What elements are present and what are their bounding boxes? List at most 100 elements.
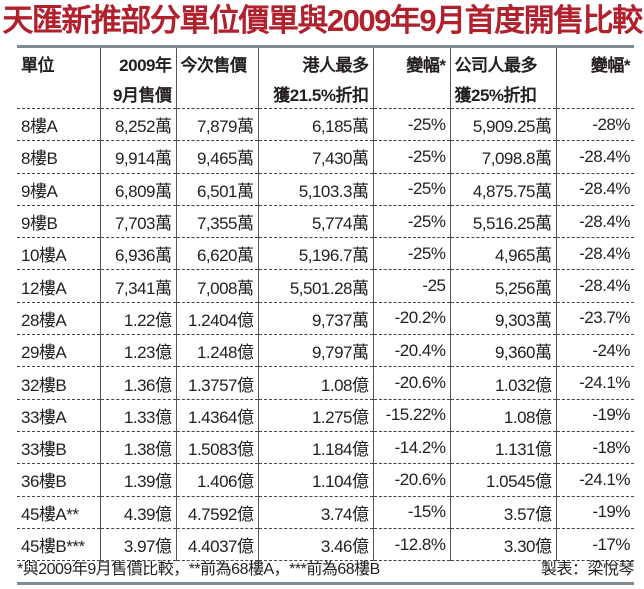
column-header: 獲25%折扣 — [449, 78, 556, 109]
value-cell: -28.4% — [555, 269, 634, 303]
column-header: 變幅* — [372, 48, 450, 78]
value-cell: -20.4% — [372, 334, 450, 367]
value-cell: 4.7592億 — [175, 495, 258, 529]
column-header — [17, 78, 100, 109]
value-cell: 1.275億 — [257, 398, 373, 432]
value-cell: 1.0545億 — [449, 463, 556, 497]
header-row: 9月售價 獲21.5%折扣 獲25%折扣 — [17, 78, 634, 109]
unit-cell: 36樓B — [17, 463, 100, 497]
table-row: 28樓A 1.22億 1.2404億 9,737萬 -20.2% 9,303萬 -23.7% — [17, 301, 634, 335]
value-cell: 1.08億 — [257, 366, 373, 400]
column-header: 公司人最多 — [449, 48, 556, 78]
table-row: 45樓A** 4.39億 4.7592億 3.74億 -15% 3.57億 -19% — [17, 495, 634, 529]
header-row: 單位 2009年 今次售價 港人最多 變幅* 公司人最多 變幅* — [17, 48, 634, 78]
value-cell: 7,430萬 — [257, 140, 373, 174]
unit-cell: 33樓A — [17, 398, 100, 432]
value-cell: 9,797萬 — [257, 334, 373, 367]
value-cell: 5,909.25萬 — [449, 107, 556, 141]
value-cell: 4.4037億 — [175, 527, 258, 562]
table-row: 32樓B 1.36億 1.3757億 1.08億 -20.6% 1.032億 -24.1% — [17, 366, 634, 400]
table-row: 45樓B*** 3.97億 4.4037億 3.46億 -12.8% 3.30億 -17% — [17, 527, 634, 562]
value-cell: 1.4364億 — [175, 398, 258, 432]
value-cell: 7,703萬 — [99, 204, 176, 238]
unit-cell: 10樓A — [17, 237, 100, 270]
unit-cell: 45樓B*** — [17, 527, 100, 562]
value-cell: 6,809萬 — [99, 172, 176, 206]
top-rule — [17, 45, 634, 48]
unit-cell: 32樓B — [17, 366, 100, 400]
value-cell: 1.36億 — [99, 366, 176, 400]
column-header: 變幅* — [555, 48, 634, 78]
value-cell: -25% — [372, 172, 450, 206]
value-cell: 7,355萬 — [175, 204, 258, 238]
bottom-rule — [17, 582, 634, 585]
value-cell: 8,252萬 — [99, 107, 176, 141]
table-row: 8樓A 8,252萬 7,879萬 6,185萬 -25% 5,909.25萬 -28% — [17, 107, 634, 141]
value-cell: -28.4% — [555, 140, 634, 174]
value-cell: -28.4% — [555, 237, 634, 270]
credit: 製表：梁悅琴 — [540, 561, 635, 578]
value-cell: 1.33億 — [99, 398, 176, 432]
value-cell: -14.2% — [372, 430, 450, 464]
value-cell: 5,501.28萬 — [257, 269, 373, 303]
value-cell: 7,098.8萬 — [449, 140, 556, 174]
value-cell: 5,774萬 — [257, 204, 373, 238]
value-cell: -12.8% — [372, 527, 450, 562]
value-cell: 7,008萬 — [175, 269, 258, 303]
table-row: 29樓A 1.23億 1.248億 9,797萬 -20.4% 9,360萬 -24% — [17, 334, 634, 367]
value-cell: 9,914萬 — [99, 140, 176, 174]
unit-cell: 9樓B — [17, 204, 100, 238]
unit-cell: 45樓A** — [17, 495, 100, 529]
value-cell: 1.08億 — [449, 398, 556, 432]
table-row: 12樓A 7,341萬 7,008萬 5,501.28萬 -25 5,256萬 -28.4% — [17, 269, 634, 303]
value-cell: 6,501萬 — [175, 172, 258, 206]
value-cell: -28% — [555, 107, 634, 141]
column-header — [175, 78, 258, 109]
value-cell: 1.38億 — [99, 430, 176, 464]
value-cell: -24% — [555, 334, 634, 367]
unit-cell: 29樓A — [17, 334, 100, 367]
value-cell: 6,936萬 — [99, 237, 176, 270]
value-cell: 4,965萬 — [449, 237, 556, 270]
value-cell: -25% — [372, 107, 450, 141]
unit-cell: 8樓A — [17, 107, 100, 141]
value-cell: 1.131億 — [449, 430, 556, 464]
value-cell: 6,620萬 — [175, 237, 258, 270]
table-row: 9樓A 6,809萬 6,501萬 5,103.3萬 -25% 4,875.75萬 -28.… — [17, 172, 634, 206]
unit-cell: 9樓A — [17, 172, 100, 206]
value-cell: -28.4% — [555, 172, 634, 206]
value-cell: -25 — [372, 269, 450, 303]
value-cell: 1.2404億 — [175, 301, 258, 335]
table-row: 33樓A 1.33億 1.4364億 1.275億 -15.22% 1.08億 -19% — [17, 398, 634, 432]
value-cell: 5,103.3萬 — [257, 172, 373, 206]
footnote: *與2009年9月售價比較，**前為68樓A，***前為68樓B — [17, 561, 380, 578]
value-cell: 9,465萬 — [175, 140, 258, 174]
value-cell: 3.74億 — [257, 495, 373, 529]
unit-cell: 12樓A — [17, 269, 100, 303]
value-cell: -17% — [555, 527, 634, 562]
value-cell: -24.1% — [555, 366, 634, 400]
column-header — [555, 78, 634, 109]
value-cell: 9,737萬 — [257, 301, 373, 335]
value-cell: 1.406億 — [175, 463, 258, 497]
unit-cell: 33樓B — [17, 430, 100, 464]
value-cell: -28.4% — [555, 204, 634, 238]
value-cell: 9,360萬 — [449, 334, 556, 367]
unit-cell: 8樓B — [17, 140, 100, 174]
price-comparison-table: 單位 2009年 今次售價 港人最多 變幅* 公司人最多 變幅* 9月售價 獲21.5%折扣 獲2… — [17, 48, 634, 562]
value-cell: -20.6% — [372, 463, 450, 497]
value-cell: -15% — [372, 495, 450, 529]
table-row: 36樓B 1.39億 1.406億 1.104億 -20.6% 1.0545億 -24.1% — [17, 463, 634, 497]
table-row: 10樓A 6,936萬 6,620萬 5,196.7萬 -25% 4,965萬 -28.4% — [17, 237, 634, 270]
value-cell: 1.5083億 — [175, 430, 258, 464]
table-row: 8樓B 9,914萬 9,465萬 7,430萬 -25% 7,098.8萬 -28.4% — [17, 140, 634, 174]
table-row: 33樓B 1.38億 1.5083億 1.184億 -14.2% 1.131億 -18% — [17, 430, 634, 464]
value-cell: 3.97億 — [99, 527, 176, 562]
table-row: 9樓B 7,703萬 7,355萬 5,774萬 -25% 5,516.25萬 -28.4% — [17, 204, 634, 238]
column-header: 單位 — [21, 55, 55, 75]
value-cell: -25% — [372, 237, 450, 270]
value-cell: 1.3757億 — [175, 366, 258, 400]
value-cell: 3.46億 — [257, 527, 373, 562]
value-cell: -25% — [372, 204, 450, 238]
unit-cell: 28樓A — [17, 301, 100, 335]
